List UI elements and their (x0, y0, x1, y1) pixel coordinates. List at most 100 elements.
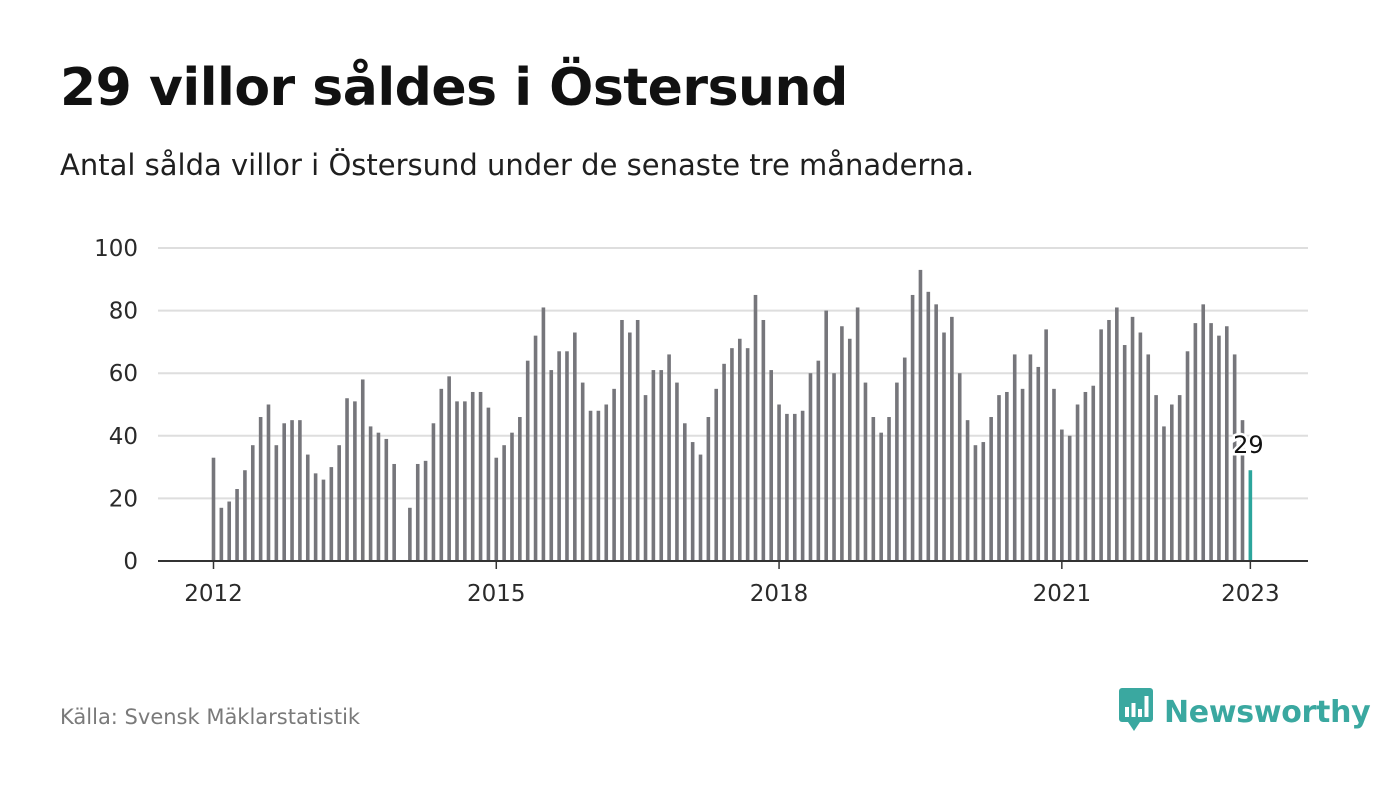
brand-name: Newsworthy (1164, 694, 1371, 730)
x-tick-label: 2015 (467, 581, 526, 607)
bar (737, 338, 742, 561)
bar (258, 417, 263, 561)
bar (580, 382, 585, 561)
bar (298, 420, 302, 561)
bar (753, 294, 758, 561)
bar (1224, 326, 1229, 561)
bar (1075, 404, 1080, 561)
bar (895, 382, 899, 561)
y-tick-label: 20 (109, 486, 138, 512)
bar (706, 417, 711, 561)
bar (1193, 323, 1198, 561)
bar (847, 338, 852, 561)
bar (1146, 354, 1151, 561)
bar (321, 479, 326, 561)
bar (423, 460, 428, 561)
bar (792, 413, 797, 561)
bar (235, 489, 239, 561)
bar (1138, 332, 1143, 561)
bar (675, 382, 679, 561)
bar (643, 395, 648, 561)
y-tick-label: 60 (109, 361, 138, 387)
bar (243, 470, 247, 561)
bar (1170, 404, 1174, 561)
y-tick-label: 40 (109, 424, 138, 450)
bar (824, 310, 828, 561)
bar (368, 426, 373, 561)
bar (777, 404, 781, 561)
bar (745, 348, 750, 561)
bar (463, 401, 467, 561)
bar (486, 407, 491, 561)
bar (910, 294, 915, 561)
bar (659, 370, 664, 561)
bar (730, 348, 734, 561)
bar (227, 501, 232, 561)
brand-logo[interactable]: Newsworthy (1118, 688, 1371, 736)
bar (1044, 329, 1048, 561)
bar (353, 401, 357, 561)
bar (1020, 388, 1025, 561)
bar (1091, 385, 1096, 561)
bar (1177, 395, 1182, 561)
source-credit: Källa: Svensk Mäklarstatistik (60, 705, 361, 729)
x-tick-label: 2012 (184, 581, 243, 607)
bar (871, 417, 876, 561)
bar (1122, 345, 1127, 561)
bar (541, 307, 546, 561)
bar (942, 332, 946, 561)
bar (667, 354, 671, 561)
bar (345, 398, 349, 561)
data-label: 29 (1233, 431, 1264, 459)
bar (1201, 304, 1206, 561)
bar (337, 445, 341, 561)
bar (887, 417, 891, 561)
bar (282, 423, 286, 561)
bar (950, 316, 954, 561)
bar (714, 388, 719, 561)
bar (266, 404, 271, 561)
bar (588, 410, 593, 561)
bar (902, 357, 907, 561)
bar (439, 388, 444, 561)
bar (250, 445, 255, 561)
bar (840, 326, 844, 561)
bar (1154, 395, 1158, 561)
bar (1240, 420, 1245, 561)
bar (651, 370, 656, 561)
bar (832, 373, 836, 561)
bar (1209, 323, 1213, 561)
y-tick-label: 100 (94, 236, 138, 262)
bar (620, 319, 624, 561)
x-tick-label: 2023 (1221, 581, 1280, 607)
bar (573, 332, 577, 561)
bar (683, 423, 687, 561)
bar (698, 454, 703, 561)
bar (989, 417, 993, 561)
bar (290, 420, 294, 561)
bar (510, 432, 514, 561)
bar (957, 373, 962, 561)
bar (1012, 354, 1017, 561)
chart-subtitle: Antal sålda villor i Östersund under de … (60, 148, 975, 182)
bar (690, 442, 695, 561)
bar (1028, 354, 1033, 561)
bar (934, 304, 938, 561)
bar (785, 413, 789, 561)
bar (408, 507, 412, 561)
bar (1232, 354, 1237, 561)
bar (1052, 388, 1056, 561)
bar (1036, 366, 1041, 561)
bar (722, 363, 726, 561)
bar (533, 335, 538, 561)
bar (635, 319, 640, 561)
bar (557, 351, 561, 561)
bar (525, 360, 530, 561)
bar (761, 319, 766, 561)
bar (431, 423, 436, 561)
bar (973, 445, 978, 561)
bar (376, 432, 381, 561)
bar (219, 507, 224, 561)
bar (1083, 391, 1088, 561)
